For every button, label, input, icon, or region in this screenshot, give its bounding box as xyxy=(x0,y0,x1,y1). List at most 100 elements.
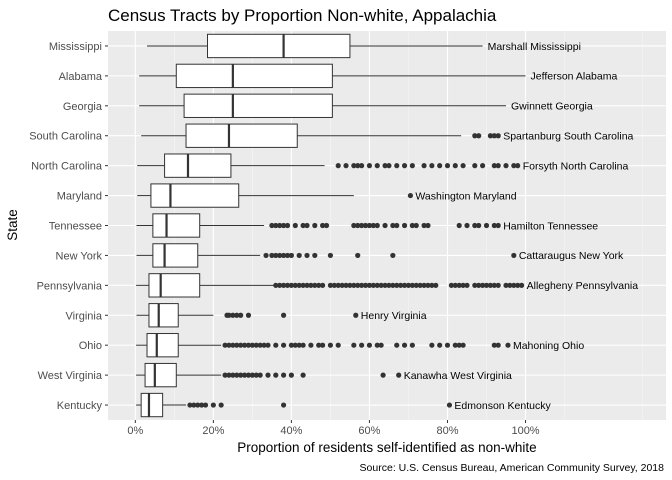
outlier-point xyxy=(265,372,271,378)
outlier-point xyxy=(284,222,291,229)
box-group: Kanawha West Virginia xyxy=(136,362,512,388)
max-annotation: Edmonson Kentucky xyxy=(454,400,551,412)
outlier-point xyxy=(495,342,501,348)
outlier-point xyxy=(245,312,252,318)
outlier-point xyxy=(222,342,228,348)
outlier-point xyxy=(487,133,494,139)
outlier-point xyxy=(296,252,302,259)
outlier-point xyxy=(320,282,326,288)
outlier-point xyxy=(370,222,376,229)
box-group: Forsyth North Carolina xyxy=(137,153,629,178)
outlier-point xyxy=(386,282,392,288)
max-annotation: Gwinnett Georgia xyxy=(511,101,593,113)
outlier-point xyxy=(257,342,263,348)
outlier-point xyxy=(429,342,435,348)
box xyxy=(185,123,298,148)
outlier-point xyxy=(511,163,517,169)
box xyxy=(152,243,199,268)
outlier-point xyxy=(409,163,415,169)
outlier-point xyxy=(359,222,365,229)
x-tick-label: 80% xyxy=(436,425,458,437)
x-tick-label: 0% xyxy=(127,425,143,437)
outlier-point xyxy=(444,163,451,169)
outlier-point xyxy=(413,222,419,229)
outlier-point xyxy=(280,222,287,229)
outlier-point xyxy=(323,222,330,229)
outlier-point xyxy=(460,342,466,348)
box xyxy=(183,93,333,118)
outlier-point xyxy=(292,342,298,348)
max-annotation: Hamilton Tennessee xyxy=(503,220,598,232)
outlier-point xyxy=(452,163,458,169)
outlier-point xyxy=(505,342,511,348)
outlier-point xyxy=(398,282,404,288)
outlier-point xyxy=(429,163,435,169)
outlier-point xyxy=(515,282,521,288)
outlier-point xyxy=(273,342,279,348)
outlier-point xyxy=(312,222,318,229)
outlier-point xyxy=(265,342,271,348)
outlier-point xyxy=(238,312,244,318)
outlier-point xyxy=(191,402,197,408)
outlier-point xyxy=(273,222,279,229)
outlier-point xyxy=(405,282,412,288)
outlier-point xyxy=(226,312,232,318)
outlier-point xyxy=(401,342,408,348)
outlier-point xyxy=(257,372,263,378)
outlier-point xyxy=(300,372,306,378)
outlier-point xyxy=(394,222,400,229)
outlier-point xyxy=(515,163,521,169)
outlier-point xyxy=(380,372,386,378)
outlier-point xyxy=(456,282,462,288)
outlier-point xyxy=(480,163,486,169)
outlier-point xyxy=(280,282,287,288)
outlier-point xyxy=(491,163,497,169)
outlier-point xyxy=(284,282,291,288)
max-annotation: Washington Maryland xyxy=(415,190,516,202)
outlier-point xyxy=(331,282,337,288)
outlier-point xyxy=(312,252,318,259)
outlier-point xyxy=(409,282,415,288)
x-tick-label: 20% xyxy=(202,425,224,437)
outlier-point xyxy=(277,282,283,288)
outlier-point xyxy=(335,282,341,288)
box-group: Allegheny Pennsylvania xyxy=(136,273,638,298)
outlier-point xyxy=(280,372,287,378)
outlier-point xyxy=(269,222,275,229)
outlier-point xyxy=(234,342,240,348)
box-group: Washington Maryland xyxy=(137,183,517,208)
outlier-point xyxy=(429,282,435,288)
outlier-point xyxy=(390,252,396,259)
boxes-layer: Marshall Mississippi Jefferson Alabama Gwi… xyxy=(136,33,638,418)
outlier-point xyxy=(456,342,462,348)
outlier-point xyxy=(261,342,267,348)
outlier-point xyxy=(300,282,306,288)
y-tick-label: Georgia xyxy=(63,101,103,113)
outlier-point xyxy=(472,133,478,139)
outlier-point xyxy=(456,222,462,229)
x-axis-title: Proportion of residents self-identified … xyxy=(237,440,536,455)
outlier-point xyxy=(476,133,482,139)
outlier-point xyxy=(351,282,357,288)
box-group: Cattaraugus New York xyxy=(136,243,624,268)
box-group: Jefferson Alabama xyxy=(139,63,617,89)
outlier-point xyxy=(263,252,269,259)
outlier-point xyxy=(249,372,255,378)
outlier-point xyxy=(269,252,275,259)
outlier-point xyxy=(448,282,454,288)
outlier-point xyxy=(366,282,373,288)
outlier-point xyxy=(394,282,400,288)
outlier-point xyxy=(464,282,470,288)
x-tick-label: 100% xyxy=(511,425,539,437)
y-tick-label: Tennessee xyxy=(49,221,102,233)
max-annotation: Kanawha West Virginia xyxy=(404,370,512,382)
outlier-point xyxy=(199,402,205,408)
x-tick-label: 40% xyxy=(280,425,302,437)
outlier-point xyxy=(234,372,240,378)
outlier-point xyxy=(495,163,501,169)
outlier-point xyxy=(339,282,345,288)
outlier-point xyxy=(335,342,341,348)
outlier-point xyxy=(359,282,365,288)
y-tick-label: West Virginia xyxy=(38,370,103,382)
outlier-point xyxy=(355,222,361,229)
